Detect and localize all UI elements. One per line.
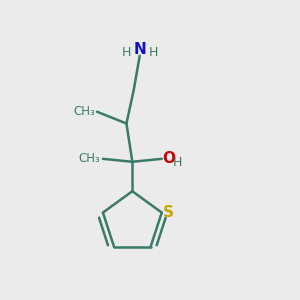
Text: H: H — [173, 156, 182, 169]
Text: S: S — [163, 205, 174, 220]
Text: H: H — [122, 46, 131, 59]
Text: CH₃: CH₃ — [79, 152, 100, 165]
Text: N: N — [133, 42, 146, 57]
Text: H: H — [148, 46, 158, 59]
Text: O: O — [162, 151, 176, 166]
Text: CH₃: CH₃ — [73, 105, 94, 118]
